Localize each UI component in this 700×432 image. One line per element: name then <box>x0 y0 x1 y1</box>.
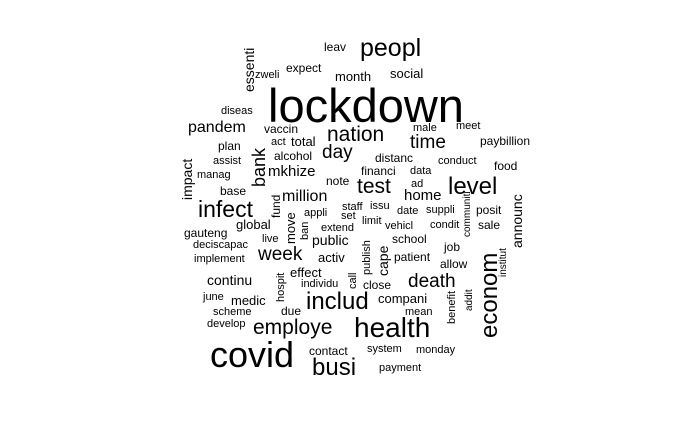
word-busi: busi <box>312 354 357 381</box>
word-act: act <box>271 136 286 148</box>
word-individu: individu <box>301 278 339 290</box>
word-call: call <box>347 272 359 289</box>
word-vehicl: vehicl <box>385 220 414 232</box>
word-distanc: distanc <box>375 151 414 165</box>
word-pandem: pandem <box>188 119 246 136</box>
word-sale: sale <box>478 218 501 232</box>
word-total: total <box>291 134 316 149</box>
word-day: day <box>322 142 353 163</box>
word-million: million <box>282 188 328 205</box>
word-monday: monday <box>416 344 456 356</box>
word-posit: posit <box>476 203 502 217</box>
word-effect: effect <box>290 265 322 280</box>
word-ban: ban <box>299 221 311 240</box>
word-cape: cape <box>375 245 391 276</box>
word-mean: mean <box>405 306 433 318</box>
word-communiti: communiti <box>462 191 473 237</box>
word-payment: payment <box>379 362 422 374</box>
word-ad: ad <box>411 178 424 190</box>
word-infect: infect <box>198 196 253 222</box>
word-addit: addit <box>464 289 475 311</box>
word-month: month <box>335 69 372 84</box>
word-essenti: essenti <box>241 47 257 92</box>
word-deciscapac: deciscapac <box>193 239 249 251</box>
word-social: social <box>390 66 424 81</box>
word-condit: condit <box>430 219 460 231</box>
word-level: level <box>448 173 498 200</box>
word-institut: institut <box>498 248 509 277</box>
word-announc: announc <box>509 194 525 248</box>
word-allow: allow <box>440 257 468 271</box>
word-publish: publish <box>361 240 373 275</box>
word-hospit: hospit <box>275 272 287 302</box>
word-compani: compani <box>378 291 428 306</box>
word-develop: develop <box>207 318 246 330</box>
word-close: close <box>363 278 392 292</box>
word-test: test <box>357 175 391 198</box>
word-leav: leav <box>324 40 347 54</box>
word-financi: financi <box>361 164 396 178</box>
word-food: food <box>494 159 518 173</box>
word-due: due <box>281 304 302 318</box>
word-meet: meet <box>456 120 481 132</box>
word-activ: activ <box>318 250 345 265</box>
word-gauteng: gauteng <box>184 226 228 240</box>
word-bank: bank <box>249 147 269 187</box>
word-appli: appli <box>304 207 328 219</box>
word-system: system <box>367 343 402 355</box>
word-issu: issu <box>370 200 390 212</box>
word-conduct: conduct <box>438 155 477 167</box>
word-note: note <box>326 174 350 188</box>
word-implement: implement <box>194 253 245 265</box>
word-manag: manag <box>197 169 231 181</box>
word-time: time <box>410 132 446 153</box>
word-impact: impact <box>179 158 195 200</box>
word-nation: nation <box>327 123 385 146</box>
word-paybillion: paybillion <box>480 134 531 148</box>
word-includ: includ <box>306 288 369 315</box>
word-death: death <box>408 271 456 292</box>
word-home: home <box>404 187 442 204</box>
word-diseas: diseas <box>221 105 253 117</box>
word-week: week <box>258 244 303 265</box>
word-base: base <box>220 184 247 198</box>
word-zweli: zweli <box>255 69 280 81</box>
word-extend: extend <box>321 222 355 234</box>
word-peopl: peopl <box>360 34 422 62</box>
word-school: school <box>392 232 427 246</box>
word-continu: continu <box>207 272 253 288</box>
word-data: data <box>410 165 432 177</box>
word-medic: medic <box>231 293 266 308</box>
word-limit: limit <box>362 215 382 227</box>
word-june: june <box>203 291 224 303</box>
word-public: public <box>312 232 349 248</box>
word-scheme: scheme <box>213 306 252 318</box>
word-job: job <box>444 240 461 254</box>
word-date: date <box>397 205 419 217</box>
word-staff: staff <box>342 201 363 213</box>
word-move: move <box>283 212 298 244</box>
word-expect: expect <box>286 61 322 75</box>
word-mkhize: mkhize <box>268 163 316 180</box>
word-benefit: benefit <box>446 290 458 324</box>
word-contact: contact <box>309 344 348 358</box>
word-alcohol: alcohol <box>274 149 313 163</box>
word-plan: plan <box>218 139 241 153</box>
word-suppli: suppli <box>426 204 455 216</box>
word-covid: covid <box>210 334 295 375</box>
word-employe: employe <box>253 316 333 339</box>
word-health: health <box>354 312 431 343</box>
word-male: male <box>413 122 437 134</box>
word-lockdown: lockdown <box>268 79 464 132</box>
word-set: set <box>341 210 356 222</box>
word-fund: fund <box>269 194 283 218</box>
word-patient: patient <box>394 250 431 264</box>
word-global: global <box>236 217 271 232</box>
word-vaccin: vaccin <box>264 122 299 136</box>
word-live: live <box>262 233 279 245</box>
word-assist: assist <box>213 155 242 167</box>
